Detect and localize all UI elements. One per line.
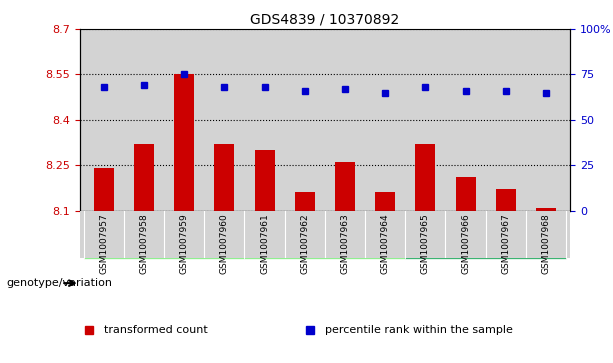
Bar bbox=[295, 192, 315, 211]
Text: GSM1007958: GSM1007958 bbox=[140, 213, 148, 274]
Text: GSM1007962: GSM1007962 bbox=[300, 213, 310, 274]
Text: MMA heterozygote: MMA heterozygote bbox=[273, 234, 377, 245]
Text: GSM1007965: GSM1007965 bbox=[421, 213, 430, 274]
Text: MMA wild type: MMA wild type bbox=[445, 234, 527, 245]
Text: transformed count: transformed count bbox=[104, 325, 208, 335]
Bar bbox=[174, 74, 194, 211]
FancyBboxPatch shape bbox=[84, 220, 245, 259]
Bar bbox=[375, 192, 395, 211]
Bar bbox=[496, 189, 516, 211]
Text: GSM1007960: GSM1007960 bbox=[220, 213, 229, 274]
Text: GSM1007961: GSM1007961 bbox=[260, 213, 269, 274]
Bar bbox=[254, 150, 275, 211]
Bar bbox=[416, 144, 435, 211]
Bar bbox=[94, 168, 114, 211]
Text: GSM1007967: GSM1007967 bbox=[501, 213, 510, 274]
FancyBboxPatch shape bbox=[405, 220, 566, 259]
Title: GDS4839 / 10370892: GDS4839 / 10370892 bbox=[250, 12, 400, 26]
Text: GSM1007968: GSM1007968 bbox=[541, 213, 550, 274]
Text: MMA mutant: MMA mutant bbox=[129, 234, 200, 245]
Text: GSM1007966: GSM1007966 bbox=[461, 213, 470, 274]
Bar bbox=[134, 144, 154, 211]
Text: percentile rank within the sample: percentile rank within the sample bbox=[325, 325, 512, 335]
Bar bbox=[455, 177, 476, 211]
Bar bbox=[536, 208, 556, 211]
Text: GSM1007964: GSM1007964 bbox=[381, 213, 390, 274]
Text: GSM1007959: GSM1007959 bbox=[180, 213, 189, 274]
Text: genotype/variation: genotype/variation bbox=[6, 278, 112, 288]
Bar bbox=[215, 144, 234, 211]
Bar bbox=[335, 162, 355, 211]
Text: GSM1007957: GSM1007957 bbox=[99, 213, 109, 274]
Text: GSM1007963: GSM1007963 bbox=[340, 213, 349, 274]
FancyBboxPatch shape bbox=[245, 220, 405, 259]
